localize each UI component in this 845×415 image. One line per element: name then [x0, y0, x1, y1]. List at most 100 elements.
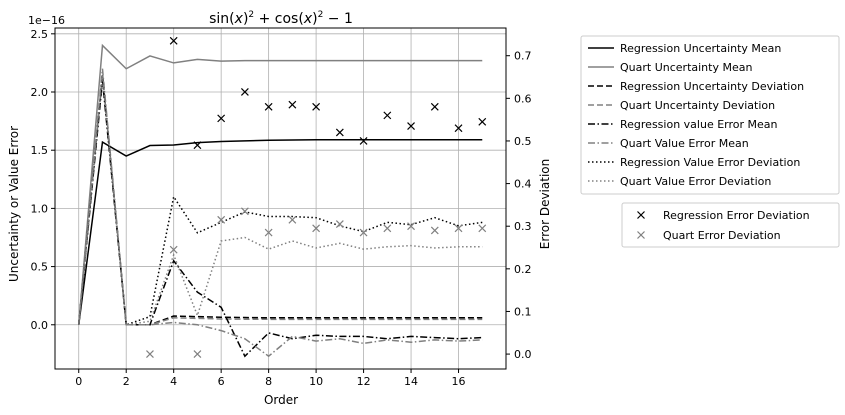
scatter-point-0	[240, 88, 249, 96]
marker-stroke	[146, 350, 154, 359]
marker-stroke	[169, 36, 178, 45]
title-part-d: 2	[248, 10, 254, 20]
title-part-h: 2	[318, 10, 324, 20]
marker-stroke	[193, 350, 202, 359]
marker-stroke	[264, 228, 273, 237]
y-left-tick-label: 2.5	[31, 28, 49, 41]
y-right-tick-label: 0.2	[514, 263, 532, 276]
y-right-tick-label: 0.6	[514, 92, 532, 105]
title-part-g: )	[312, 11, 317, 27]
legend-label-3: Quart Uncertainty Deviation	[620, 99, 775, 112]
scatter-point-1	[169, 245, 178, 254]
scatter-point-0	[193, 141, 202, 150]
scatter-point-1	[430, 226, 439, 235]
x-tick-label: 16	[452, 375, 466, 388]
y-right-tick-label: 0.3	[514, 220, 532, 233]
marker-stroke	[407, 122, 415, 130]
marker-stroke	[478, 224, 487, 233]
x-tick-label: 12	[357, 375, 371, 388]
legend-scatter-marker-1	[637, 231, 645, 239]
scatter-point-0	[217, 114, 226, 123]
marker-stroke	[288, 215, 297, 224]
series-line-0	[77, 138, 483, 325]
legend-label-1: Quart Uncertainty Mean	[620, 61, 752, 74]
series-line-4	[77, 80, 483, 358]
marker-stroke	[637, 231, 645, 239]
marker-stroke	[169, 245, 178, 254]
series-line-3	[77, 74, 483, 326]
scatter-point-0	[454, 124, 463, 133]
y-right-tick-label: 0.0	[514, 348, 532, 361]
scatter-point-1	[240, 207, 249, 216]
series-line-1	[77, 43, 483, 325]
y-left-tick-label: 2.0	[31, 86, 49, 99]
marker-stroke	[312, 102, 321, 111]
scatter-point-0	[169, 36, 178, 45]
scatter-point-0	[430, 102, 439, 111]
marker-stroke	[637, 211, 645, 219]
legend-label-2: Regression Uncertainty Deviation	[620, 80, 804, 93]
marker-stroke	[430, 226, 439, 235]
y-left-tick-label: 0.0	[31, 319, 49, 332]
x-tick-label: 10	[309, 375, 323, 388]
legend-label-7: Quart Value Error Deviation	[620, 175, 771, 188]
plot-area	[77, 36, 487, 359]
legend-scatter-marker-0	[637, 211, 645, 219]
title-part-e: + cos(	[254, 11, 304, 27]
legend-scatter-frame	[621, 202, 840, 248]
series-line-5	[77, 68, 483, 358]
title-part-i: − 1	[323, 11, 353, 27]
x-tick-label: 8	[265, 375, 272, 388]
left-offset-text: 1e−16	[28, 14, 65, 27]
title-part-f: x	[303, 11, 313, 27]
scatter-point-0	[383, 111, 392, 120]
marker-stroke	[359, 228, 368, 237]
y-right-tick-label: 0.7	[514, 50, 532, 63]
scatter-point-0	[312, 102, 321, 111]
marker-stroke	[407, 222, 415, 231]
marker-stroke	[383, 224, 392, 233]
marker-stroke	[240, 207, 249, 216]
scatter-point-1	[407, 222, 415, 231]
marker-stroke	[335, 220, 344, 228]
legend-scatter-label-0: Regression Error Deviation	[663, 209, 810, 222]
legend-label-5: Quart Value Error Mean	[620, 137, 749, 150]
scatter-point-1	[193, 350, 202, 359]
title-part-c: )	[243, 11, 248, 27]
scatter-point-0	[288, 100, 297, 109]
marker-stroke	[383, 111, 392, 120]
scatter-point-0	[335, 128, 344, 137]
marker-stroke	[454, 124, 463, 133]
marker-stroke	[359, 137, 368, 145]
marker-stroke	[217, 114, 226, 123]
series-line-7	[77, 74, 483, 326]
scatter-point-1	[335, 220, 344, 228]
y-left-tick-label: 1.5	[31, 144, 49, 157]
y-right-tick-label: 0.5	[514, 135, 532, 148]
x-tick-label: 2	[123, 375, 130, 388]
scatter-point-0	[478, 117, 487, 126]
x-tick-label: 6	[218, 375, 225, 388]
marker-stroke	[264, 102, 273, 111]
scatter-point-1	[383, 224, 392, 233]
marker-stroke	[217, 215, 226, 224]
legend-label-0: Regression Uncertainty Mean	[620, 42, 781, 55]
scatter-point-0	[264, 102, 273, 111]
scatter-point-1	[146, 350, 154, 359]
marker-stroke	[312, 224, 321, 233]
scatter-point-1	[312, 224, 321, 233]
marker-stroke	[430, 102, 439, 111]
y-axis-right-label: Error Deviation	[538, 159, 552, 249]
scatter-point-1	[454, 224, 463, 233]
scatter-point-1	[264, 228, 273, 237]
x-tick-label: 0	[75, 375, 82, 388]
series-line-2	[77, 74, 483, 326]
scatter-point-0	[359, 137, 368, 145]
legend-main: Regression Uncertainty Mean Quart Uncerta…	[580, 35, 840, 195]
x-axis-label: Order	[264, 393, 298, 407]
legend-scatter: Regression Error Deviation Quart Error De…	[621, 202, 840, 248]
axes: 0 2 4 6 8 10 12 14 16 0.0 0.5 1.0 1.5 2.0 2.5 0.0 0.1 0.2…	[31, 27, 532, 388]
x-tick-label: 14	[404, 375, 418, 388]
y-left-tick-label: 1.0	[31, 202, 49, 215]
